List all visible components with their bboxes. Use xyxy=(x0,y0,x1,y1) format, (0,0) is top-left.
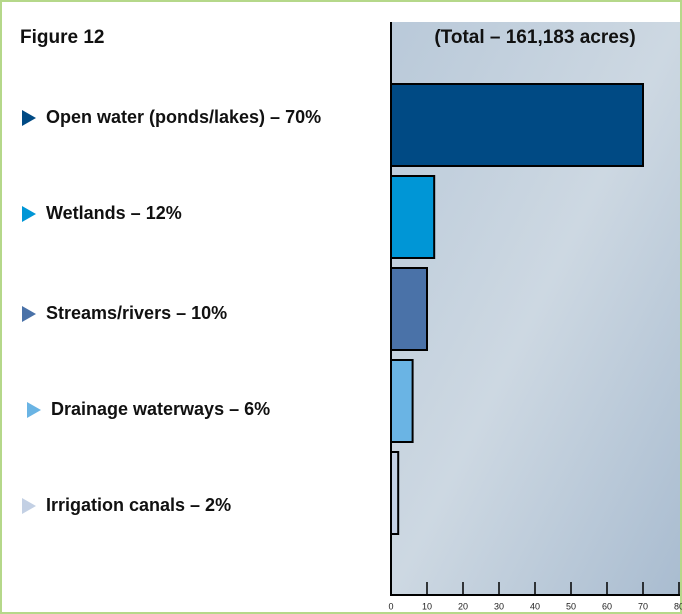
x-tick-label: 70 xyxy=(638,601,648,611)
x-tick-label: 20 xyxy=(458,601,468,611)
category-label: Streams/rivers – 10% xyxy=(46,303,227,323)
bar xyxy=(391,360,413,442)
bar xyxy=(391,84,643,166)
bar xyxy=(391,268,427,350)
chart: Figure 12 (Total – 161,183 acres) 0 10 20 3… xyxy=(0,0,682,614)
category-label: Drainage waterways – 6% xyxy=(51,399,270,419)
x-tick-label: 60 xyxy=(602,601,612,611)
chart-title: Figure 12 xyxy=(20,27,104,48)
category-label: Open water (ponds/lakes) – 70% xyxy=(46,107,321,127)
x-tick-label: 50 xyxy=(566,601,576,611)
x-tick-label: 0 xyxy=(388,601,393,611)
x-tick-label: 80 xyxy=(674,601,682,611)
category-label: Wetlands – 12% xyxy=(46,203,182,223)
chart-subtitle: (Total – 161,183 acres) xyxy=(434,27,635,48)
bar xyxy=(391,176,434,258)
x-tick-label: 30 xyxy=(494,601,504,611)
x-tick-label: 40 xyxy=(530,601,540,611)
bar xyxy=(391,452,398,534)
page: Figure 12 (Total – 161,183 acres) 0 10 20 3… xyxy=(0,0,682,614)
category-label: Irrigation canals – 2% xyxy=(46,495,231,515)
x-tick-label: 10 xyxy=(422,601,432,611)
